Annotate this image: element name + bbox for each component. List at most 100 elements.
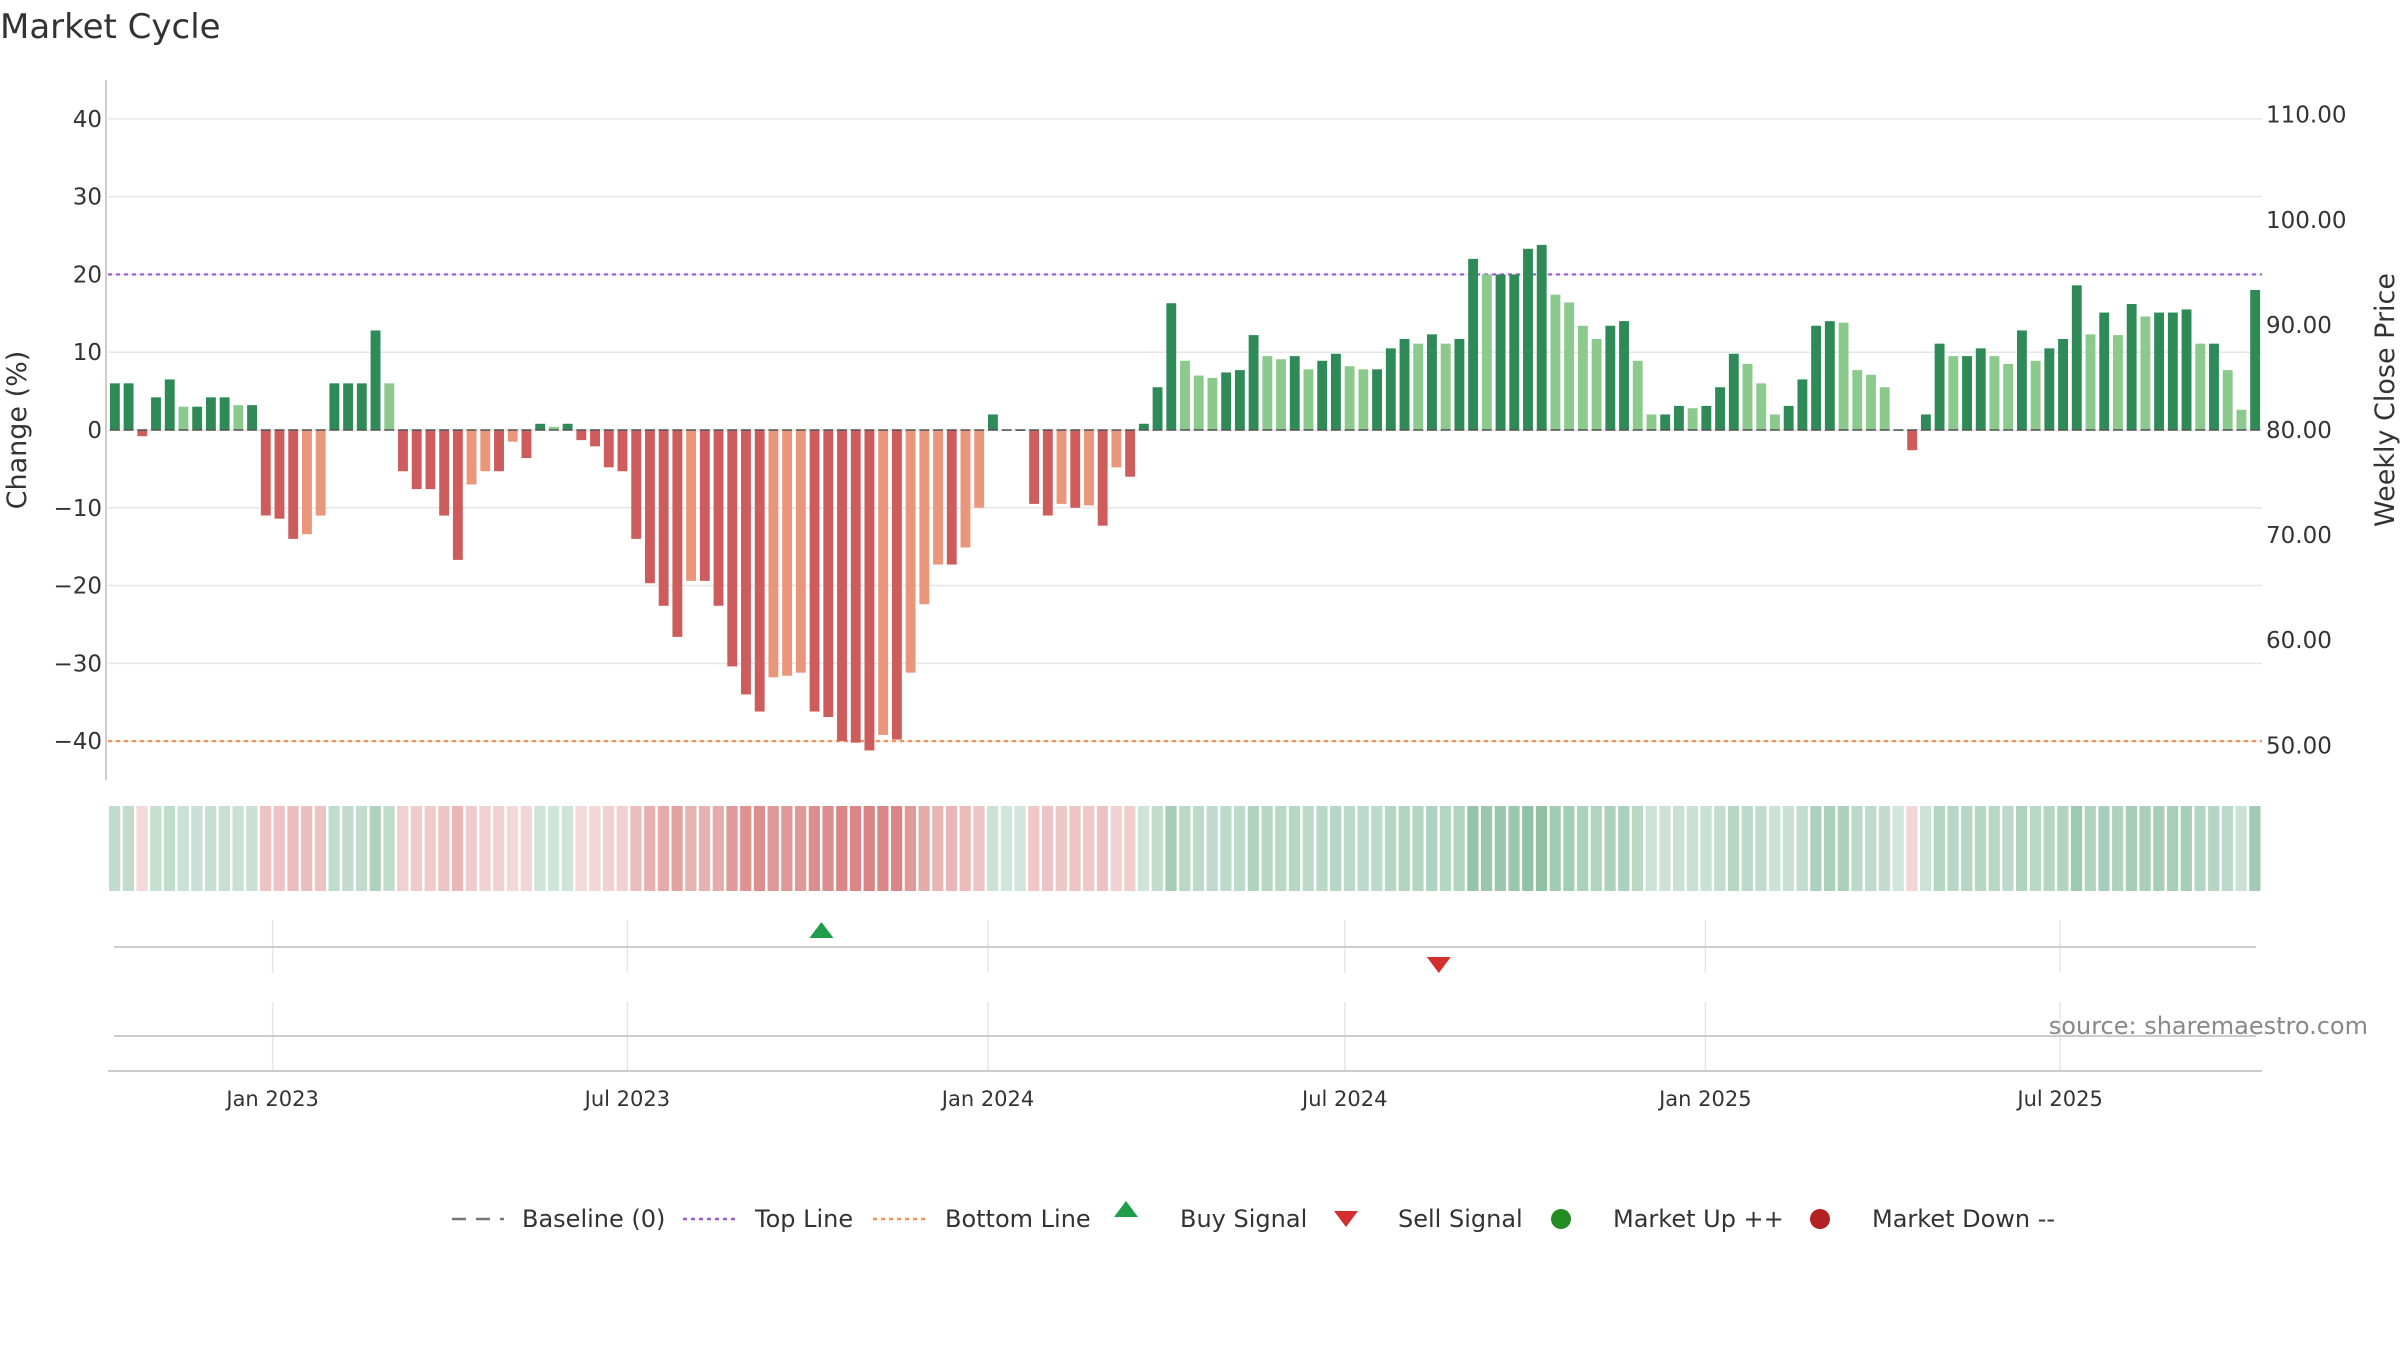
change-bar bbox=[247, 405, 257, 430]
heat-cell bbox=[2166, 806, 2179, 891]
change-bar bbox=[1056, 430, 1067, 504]
heat-cell bbox=[2070, 806, 2083, 891]
heat-cell bbox=[1508, 806, 1520, 891]
change-bar bbox=[1591, 339, 1602, 430]
heat-cell bbox=[1179, 806, 1191, 891]
change-bar bbox=[343, 383, 354, 430]
heat-cell bbox=[1412, 806, 1424, 891]
change-bar bbox=[109, 383, 120, 430]
change-bar bbox=[658, 430, 669, 606]
y-tick-label: −30 bbox=[53, 651, 102, 677]
change-bar bbox=[2236, 409, 2247, 430]
heat-cell bbox=[1563, 806, 1575, 891]
chart-title: Market Cycle bbox=[0, 7, 221, 47]
change-bar bbox=[837, 430, 847, 742]
change-bar bbox=[1824, 321, 1835, 430]
heat-cell bbox=[1741, 806, 1753, 891]
heat-cell bbox=[904, 806, 916, 891]
change-bar bbox=[905, 430, 916, 673]
y-tick-label: 40 bbox=[73, 107, 102, 133]
change-bar bbox=[329, 383, 340, 430]
x-tick-label: Jan 2024 bbox=[940, 1087, 1035, 1111]
heat-cell bbox=[1467, 806, 1479, 891]
heat-cell bbox=[630, 806, 642, 891]
change-bar bbox=[1042, 430, 1053, 516]
heat-cell bbox=[424, 806, 436, 891]
heat-cell bbox=[1659, 806, 1671, 891]
heat-cell bbox=[136, 806, 148, 891]
heat-cell bbox=[205, 806, 217, 891]
change-bar bbox=[1770, 414, 1780, 430]
reference-lines bbox=[108, 273, 2262, 743]
change-bar bbox=[1989, 356, 2000, 430]
change-bar bbox=[974, 430, 985, 508]
legend-label: Top Line bbox=[754, 1205, 853, 1233]
heat-cell bbox=[575, 806, 587, 891]
change-bar bbox=[480, 430, 491, 472]
y-tick-label: −10 bbox=[53, 496, 102, 522]
heat-cell bbox=[1384, 806, 1397, 891]
heat-cell bbox=[1192, 806, 1205, 891]
heat-cell bbox=[918, 806, 930, 891]
change-bar bbox=[1646, 414, 1657, 430]
heat-cell bbox=[465, 806, 477, 891]
heat-cell bbox=[1343, 806, 1355, 891]
y2-tick-label: 100.00 bbox=[2266, 208, 2346, 234]
y-tick-label: 0 bbox=[87, 418, 102, 444]
change-bar bbox=[1948, 356, 1959, 430]
change-bar bbox=[1193, 375, 1204, 430]
heat-cell bbox=[1933, 806, 1945, 891]
heat-cell bbox=[561, 806, 573, 891]
change-bar bbox=[178, 406, 189, 430]
change-bar bbox=[1866, 374, 1876, 430]
heat-cell bbox=[1796, 806, 1808, 891]
heat-cell bbox=[1947, 806, 1959, 891]
heat-cell bbox=[767, 806, 779, 891]
heat-cell bbox=[122, 806, 134, 891]
change-bar bbox=[425, 430, 436, 490]
heat-cell bbox=[891, 806, 903, 891]
change-bar bbox=[288, 430, 299, 539]
change-bar bbox=[1481, 274, 1492, 430]
legend: Baseline (0) Top Line Bottom Line Buy Signa… bbox=[452, 1201, 2055, 1233]
heat-cell bbox=[1041, 806, 1054, 891]
heat-cell bbox=[1453, 806, 1465, 891]
heat-cell bbox=[1549, 806, 1561, 891]
y-tick-label: −40 bbox=[53, 729, 102, 755]
heat-cell bbox=[2249, 806, 2261, 891]
y-tick-labels: 40 30 20 10 0 −10 −20 −30 −40 bbox=[53, 107, 102, 755]
change-bar bbox=[1427, 334, 1437, 430]
heat-cell bbox=[1961, 806, 1973, 891]
change-bar bbox=[1920, 414, 1931, 430]
heat-cell bbox=[1247, 806, 1259, 891]
change-bar bbox=[452, 430, 463, 560]
heat-cell bbox=[2139, 806, 2151, 891]
heat-cell bbox=[314, 806, 327, 891]
heat-cell bbox=[397, 806, 409, 891]
heat-cell bbox=[1686, 806, 1698, 891]
heat-cell bbox=[301, 806, 313, 891]
heat-cell bbox=[1522, 806, 1534, 891]
legend-item: Bottom Line bbox=[873, 1205, 1091, 1233]
heat-cell bbox=[534, 806, 546, 891]
heat-cell bbox=[1988, 806, 2000, 891]
change-bar bbox=[1907, 430, 1918, 451]
change-bar bbox=[1536, 244, 1547, 430]
heat-cell bbox=[822, 806, 834, 891]
heat-cell bbox=[479, 806, 491, 891]
change-bar bbox=[2154, 312, 2165, 430]
change-bar bbox=[1797, 379, 1808, 430]
heat-cell bbox=[1302, 806, 1314, 891]
heat-cell bbox=[1000, 806, 1013, 891]
change-bar bbox=[1673, 405, 1684, 430]
y2-tick-label: 50.00 bbox=[2266, 733, 2332, 759]
change-bar bbox=[1152, 387, 1163, 430]
change-bar bbox=[809, 430, 820, 712]
heat-cell bbox=[849, 806, 862, 891]
x-tick-label: Jul 2023 bbox=[583, 1087, 670, 1111]
buy-signal-marker bbox=[809, 922, 834, 938]
heat-cell bbox=[1810, 806, 1822, 891]
heat-cell bbox=[520, 806, 532, 891]
x-tick-labels: Jan 2023 Jul 2023 Jan 2024 Jul 2024 Jan 2025… bbox=[224, 1087, 2102, 1111]
heat-cell bbox=[1014, 806, 1026, 891]
